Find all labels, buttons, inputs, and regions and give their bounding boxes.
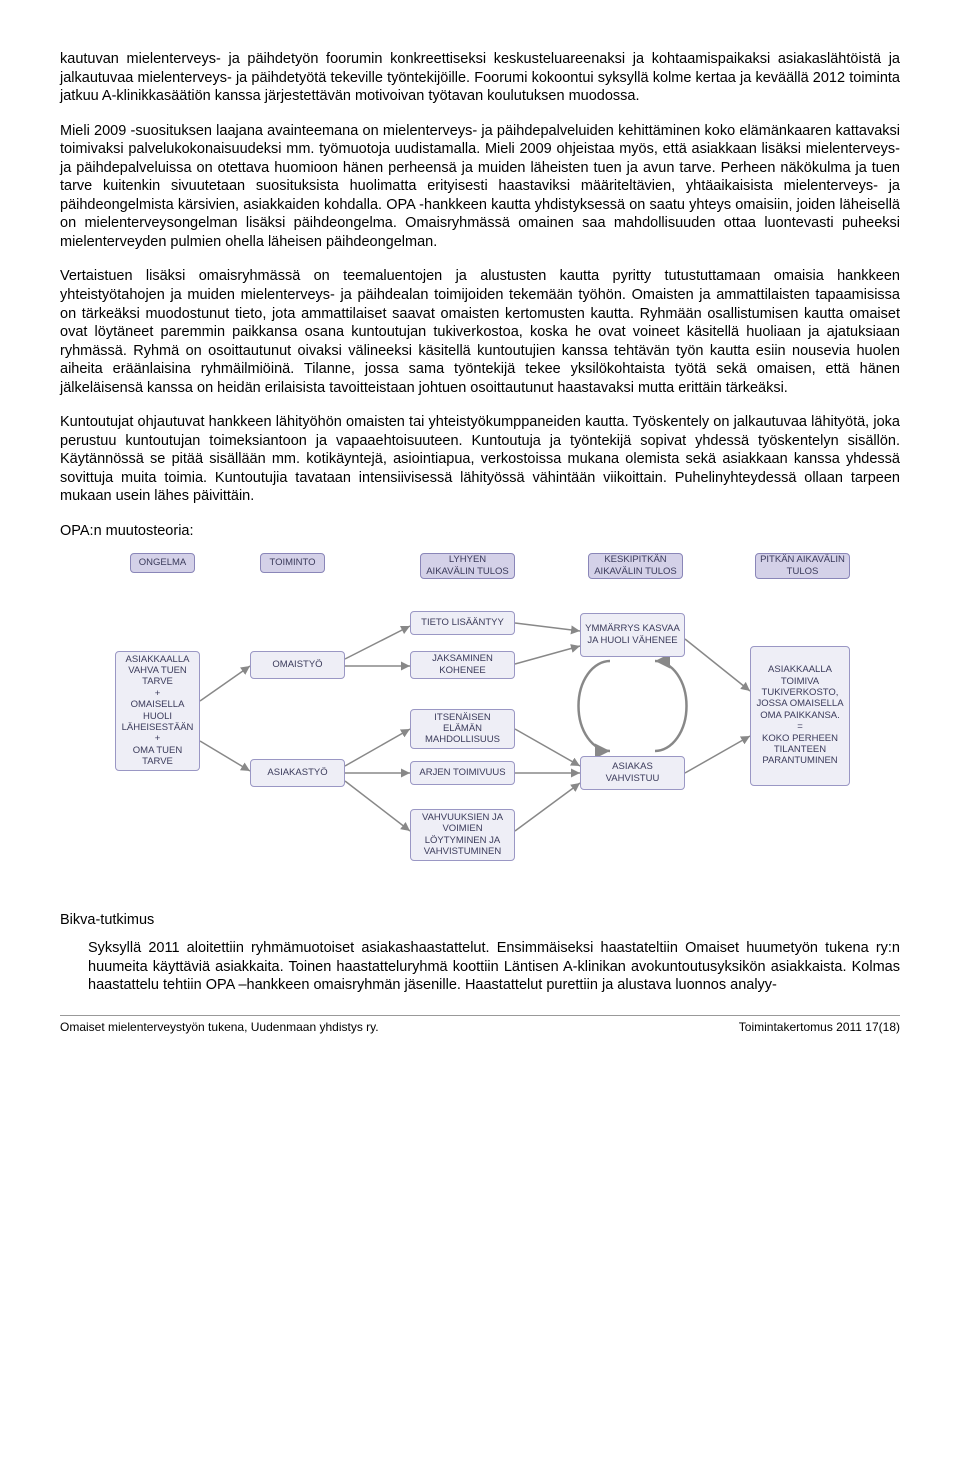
header-pitka: PITKÄN AIKAVÄLIN TULOS [755,553,850,579]
section-label-opa: OPA:n muutosteoria: [60,522,900,541]
opa-diagram: ONGELMA TOIMINTO LYHYEN AIKAVÄLIN TULOS … [110,551,870,891]
header-keskipitka: KESKIPITKÄN AIKAVÄLIN TULOS [588,553,683,579]
node-jaksaminen: JAKSAMINEN KOHENEE [410,651,515,679]
paragraph-5: Syksyllä 2011 aloitettiin ryhmämuotoiset… [88,939,900,995]
header-ongelma: ONGELMA [130,553,195,573]
header-toiminto: TOIMINTO [260,553,325,573]
paragraph-4: Kuntoutujat ohjautuvat hankkeen lähityöh… [60,413,900,506]
node-itsenaisen: ITSENÄISEN ELÄMÄN MAHDOLLISUUS [410,709,515,749]
node-vahvuuksien: VAHVUUKSIEN JA VOIMIEN LÖYTYMINEN JA VAH… [410,809,515,861]
paragraph-3: Vertaistuen lisäksi omaisryhmässä on tee… [60,267,900,397]
node-arjen: ARJEN TOIMIVUUS [410,761,515,785]
header-lyhyt: LYHYEN AIKAVÄLIN TULOS [420,553,515,579]
node-asiakastyo: ASIAKASTYÖ [250,759,345,787]
section-label-bikva: Bikva-tutkimus [60,911,900,930]
node-ymmarrys: YMMÄRRYS KASVAA JA HUOLI VÄHENEE [580,613,685,657]
footer-right: Toimintakertomus 2011 17(18) [739,1020,900,1035]
page-footer: Omaiset mielenterveystyön tukena, Uudenm… [60,1015,900,1035]
paragraph-2: Mieli 2009 -suosituksen laajana avaintee… [60,122,900,252]
paragraph-1: kautuvan mielenterveys- ja päihdetyön fo… [60,50,900,106]
node-asiakas-vahvistuu: ASIAKAS VAHVISTUU [580,756,685,790]
node-omaistyo: OMAISTYÖ [250,651,345,679]
node-tieto: TIETO LISÄÄNTYY [410,611,515,635]
footer-left: Omaiset mielenterveystyön tukena, Uudenm… [60,1020,379,1035]
node-pitka: ASIAKKAALLA TOIMIVA TUKIVERKOSTO, JOSSA … [750,646,850,786]
node-ongelma: ASIAKKAALLA VAHVA TUEN TARVE + OMAISELLA… [115,651,200,771]
